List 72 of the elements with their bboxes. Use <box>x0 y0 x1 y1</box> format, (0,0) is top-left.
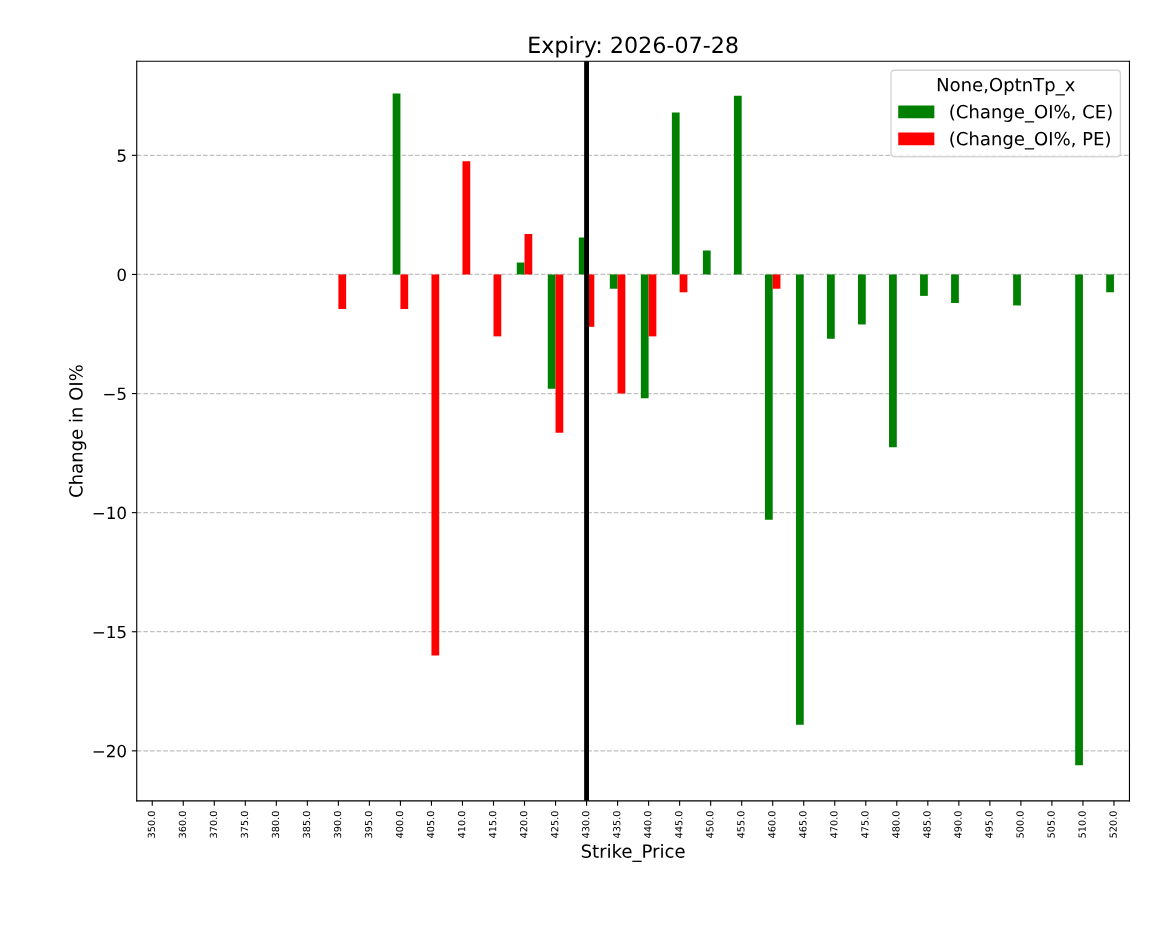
x-tick-label: 415.0 <box>488 811 497 838</box>
y-tick-label: −20 <box>93 744 126 758</box>
x-tick-label: 465.0 <box>799 811 807 838</box>
x-tick-label: 410.0 <box>457 811 466 838</box>
x-tick-label: 380.0 <box>271 811 280 838</box>
bar <box>640 274 649 399</box>
y-tick-label: 5 <box>117 149 126 162</box>
x-tick-label: 510.0 <box>1078 811 1086 838</box>
x-tick-label: 460.0 <box>768 811 776 838</box>
bar <box>431 274 440 656</box>
bar <box>951 274 959 304</box>
bar <box>516 262 525 275</box>
x-tick-label: 490.0 <box>954 811 962 838</box>
legend-title: None,OptnTp_x <box>937 77 1075 96</box>
bar <box>400 274 409 309</box>
bar <box>826 274 835 339</box>
y-tick-label: −10 <box>93 506 126 520</box>
x-tick-label: 445.0 <box>675 811 683 838</box>
bar <box>1013 274 1021 306</box>
y-tick-label: −15 <box>93 625 126 639</box>
bar <box>702 250 711 275</box>
y-tick-label: 0 <box>117 268 126 282</box>
chart-title: Expiry: 2026-07-28 <box>529 36 738 58</box>
bar <box>772 274 781 289</box>
x-tick-label: 385.0 <box>302 811 311 838</box>
x-tick-label: 390.0 <box>333 811 342 838</box>
bar <box>733 95 742 275</box>
x-axis-title: Strike_Price <box>581 843 685 862</box>
x-tick-label: 495.0 <box>985 811 993 838</box>
bar <box>555 274 564 433</box>
x-tick-label: 350.0 <box>147 811 156 838</box>
bar <box>679 274 688 293</box>
x-tick-label: 435.0 <box>613 811 621 838</box>
x-tick-label: 520.0 <box>1109 811 1117 838</box>
bar <box>920 274 928 296</box>
x-tick-label: 475.0 <box>861 811 869 838</box>
bar <box>462 161 471 275</box>
bar <box>493 274 502 337</box>
x-tick-label: 430.0 <box>582 811 590 838</box>
bar <box>795 274 804 725</box>
x-tick-label: 485.0 <box>923 811 931 838</box>
x-tick-label: 405.0 <box>426 811 435 838</box>
bar <box>764 274 773 520</box>
legend-label: (Change_OI%, CE) <box>950 104 1112 123</box>
bar <box>609 274 618 289</box>
legend-label: (Change_OI%, PE) <box>950 131 1110 150</box>
x-tick-label: 360.0 <box>178 811 187 838</box>
x-tick-label: 420.0 <box>519 811 528 838</box>
y-tick-label: −5 <box>104 387 126 401</box>
x-tick-label: 505.0 <box>1047 811 1055 838</box>
bar <box>889 274 897 448</box>
x-tick-label: 480.0 <box>892 811 900 838</box>
bar <box>1075 274 1083 766</box>
bar <box>1106 274 1114 293</box>
bar <box>617 274 626 394</box>
x-tick-label: 375.0 <box>240 811 249 838</box>
x-tick-label: 395.0 <box>364 811 373 838</box>
x-tick-label: 370.0 <box>209 811 218 838</box>
bar <box>671 112 680 275</box>
y-axis-title: Change in OI% <box>68 365 87 497</box>
x-tick-label: 425.0 <box>551 811 559 838</box>
bar <box>392 93 401 275</box>
bar <box>648 274 657 337</box>
x-tick-label: 470.0 <box>830 811 838 838</box>
x-tick-label: 400.0 <box>395 811 404 838</box>
bar <box>858 274 866 325</box>
bar <box>338 274 347 309</box>
x-tick-label: 455.0 <box>737 811 745 838</box>
x-tick-label: 450.0 <box>706 811 714 838</box>
bar <box>547 274 556 389</box>
x-tick-label: 440.0 <box>644 811 652 838</box>
x-tick-label: 500.0 <box>1016 811 1024 838</box>
